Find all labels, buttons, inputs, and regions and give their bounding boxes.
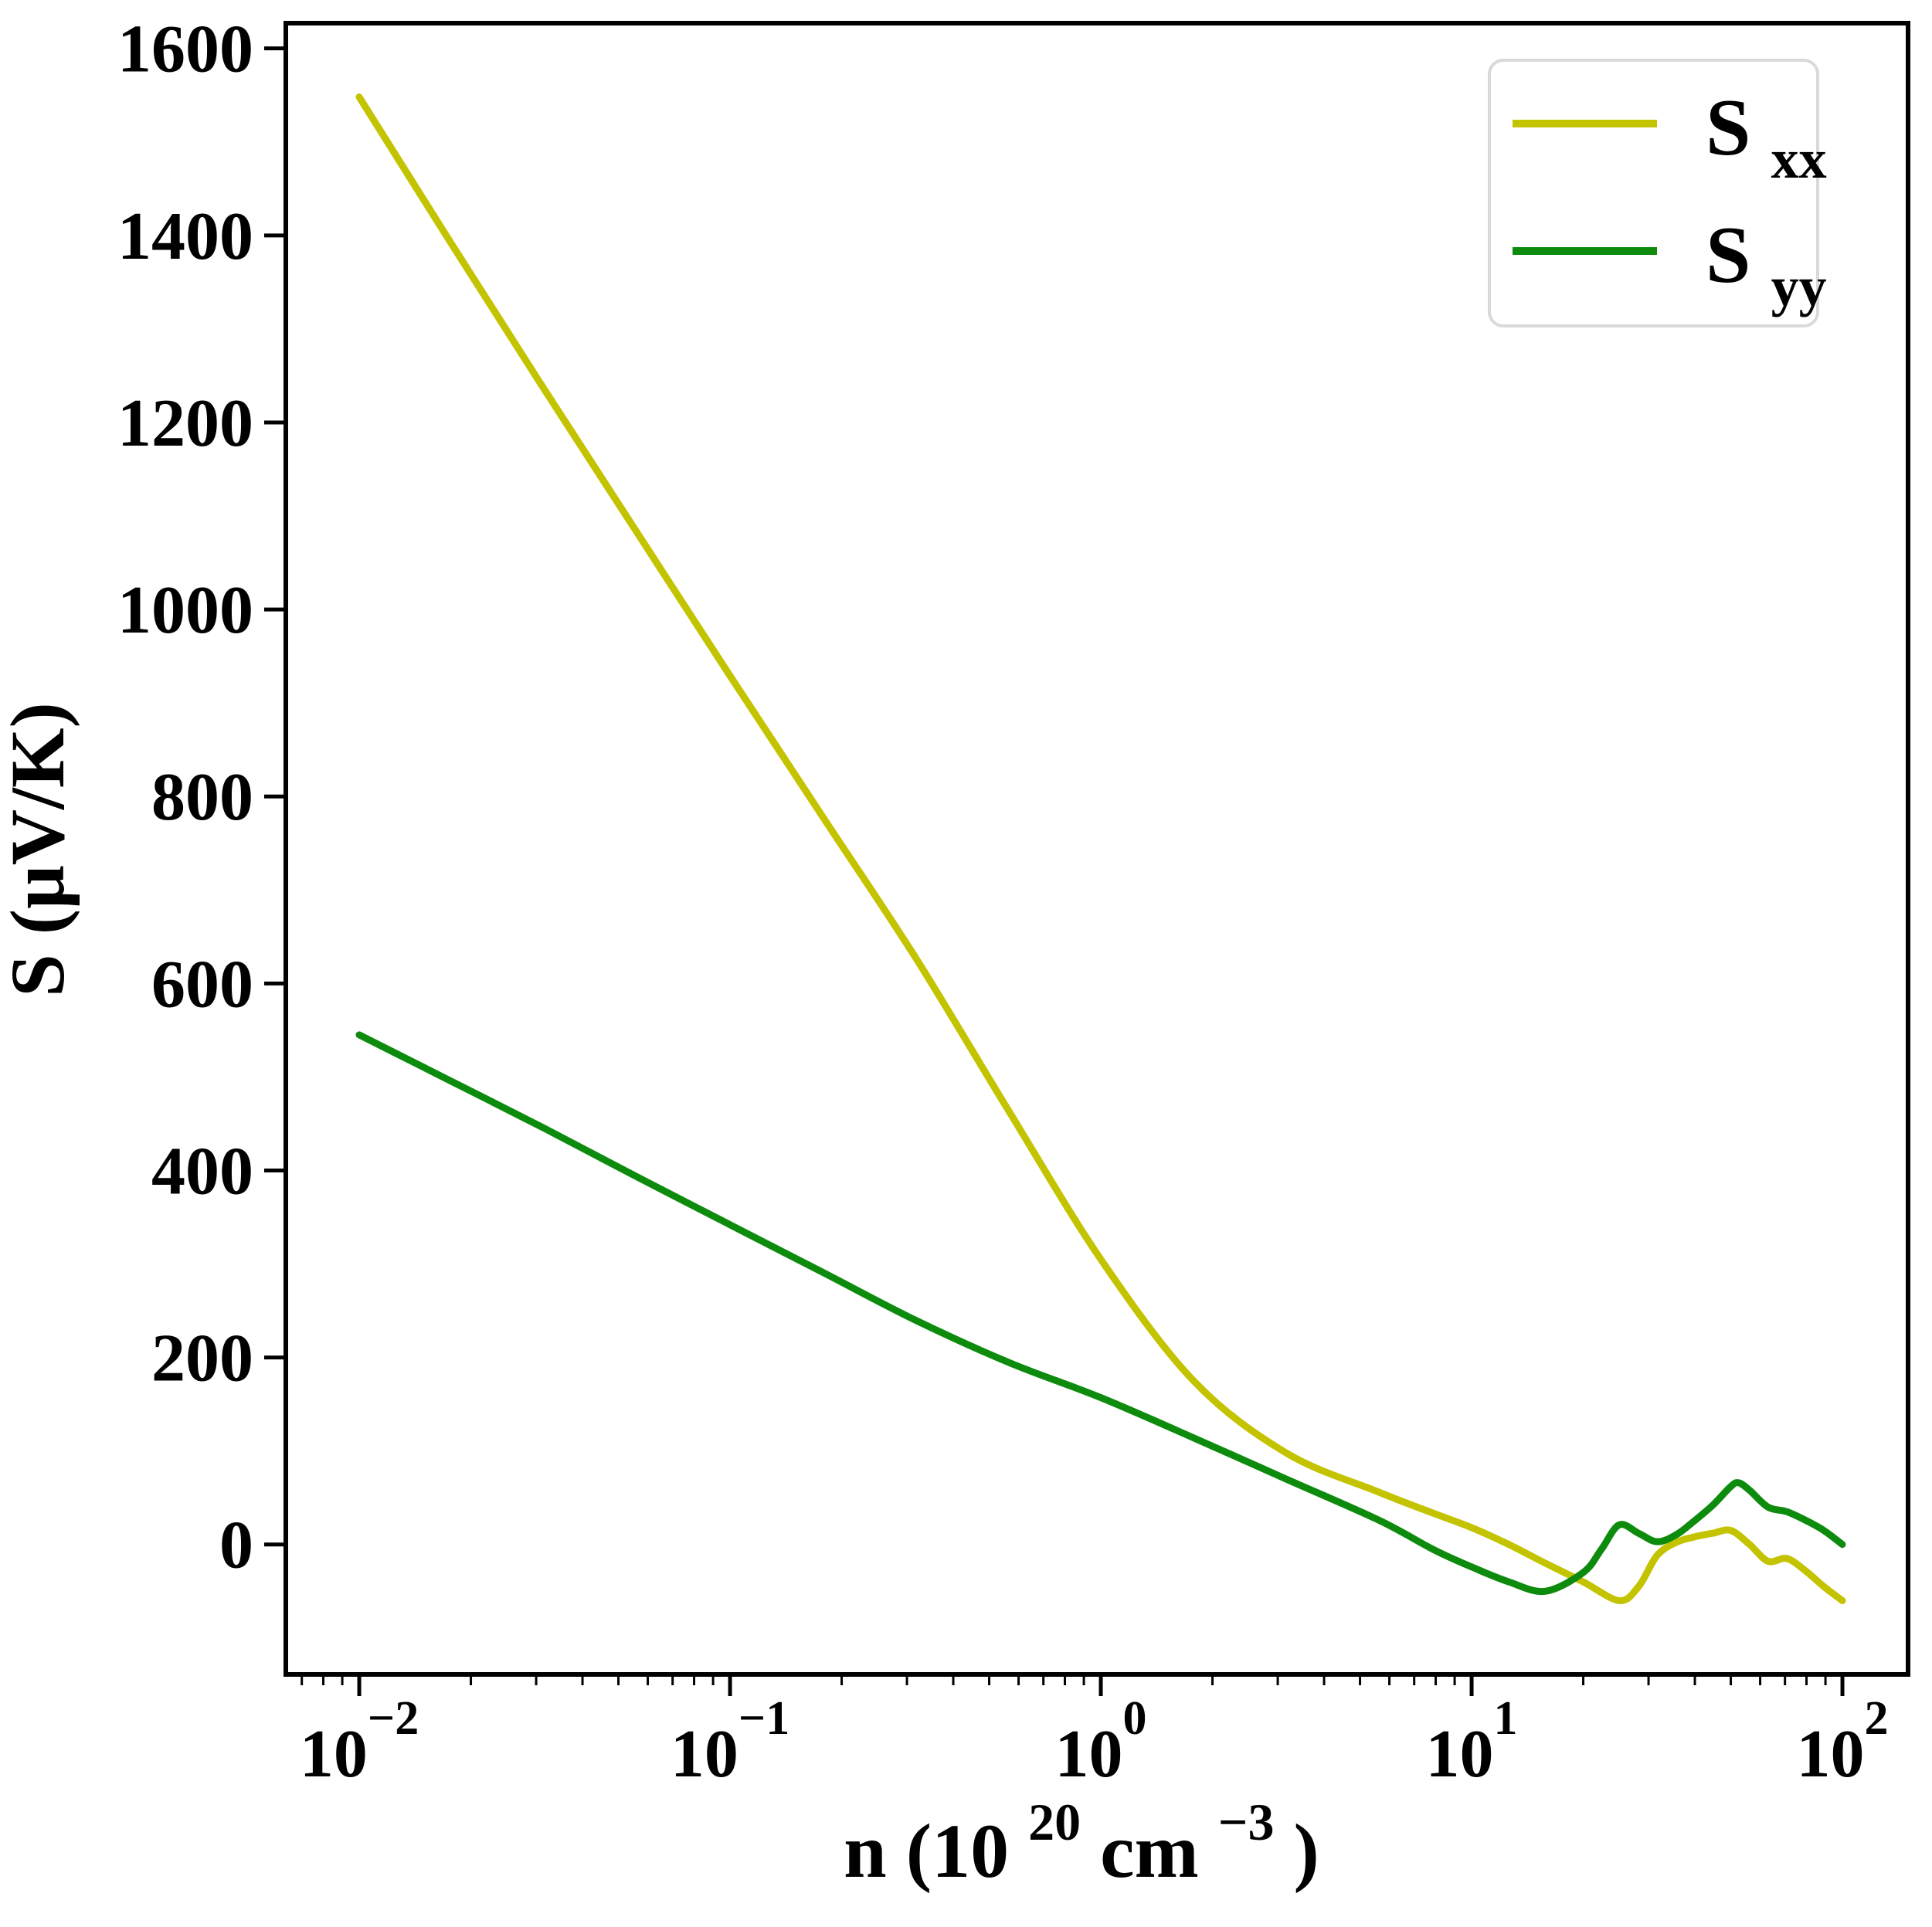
y-axis-label: S (μV/K) <box>0 702 80 997</box>
y-tick-label: 1600 <box>117 12 253 87</box>
x-tick-label: 101 <box>1426 1692 1518 1792</box>
y-tick-label: 800 <box>151 760 253 835</box>
y-tick-label: 600 <box>151 947 253 1022</box>
x-tick-label: 102 <box>1797 1692 1889 1792</box>
series-sxx-line <box>355 93 1846 1604</box>
x-label-unit-exponent: −3 <box>1218 1793 1275 1851</box>
y-tick-label: 1200 <box>117 386 253 461</box>
y-tick-label: 1400 <box>117 199 253 274</box>
legend-label-syy: S yy <box>1706 209 1827 317</box>
x-tick-label: 10−2 <box>300 1692 419 1792</box>
y-tick-label: 1000 <box>117 573 253 648</box>
x-label-close: ) <box>1294 1808 1319 1894</box>
legend-label-syy-base: S <box>1706 209 1750 300</box>
x-label-base: n (10 <box>844 1808 1009 1894</box>
x-tick-label: 100 <box>1055 1692 1147 1792</box>
legend-label-syy-subscript: yy <box>1771 256 1827 317</box>
y-tick-label: 200 <box>151 1321 253 1396</box>
y-axis-tick-labels: 0 200 400 600 800 1000 1200 1400 1600 <box>117 12 253 1583</box>
y-tick-label: 400 <box>151 1134 253 1209</box>
x-label-exponent: 20 <box>1028 1793 1081 1851</box>
series-group <box>355 93 1846 1604</box>
x-label-unit: cm <box>1100 1808 1199 1894</box>
legend: S xx S yy <box>1488 59 1827 327</box>
legend-label-sxx-subscript: xx <box>1771 128 1827 190</box>
x-axis-label: n (10 20 cm −3 ) <box>844 1771 1319 1894</box>
legend-label-sxx: S xx <box>1706 82 1827 190</box>
y-tick-label: 0 <box>219 1508 253 1583</box>
y-axis-ticks <box>264 46 286 1547</box>
x-axis-ticks <box>300 1674 1845 1696</box>
x-axis-tick-labels: 10−2 10−1 100 101 102 <box>300 1692 1889 1792</box>
x-tick-label: 10−1 <box>671 1692 789 1792</box>
series-syy-line <box>355 1031 1846 1596</box>
legend-label-sxx-base: S <box>1706 82 1750 172</box>
plot-border <box>284 21 1910 1677</box>
